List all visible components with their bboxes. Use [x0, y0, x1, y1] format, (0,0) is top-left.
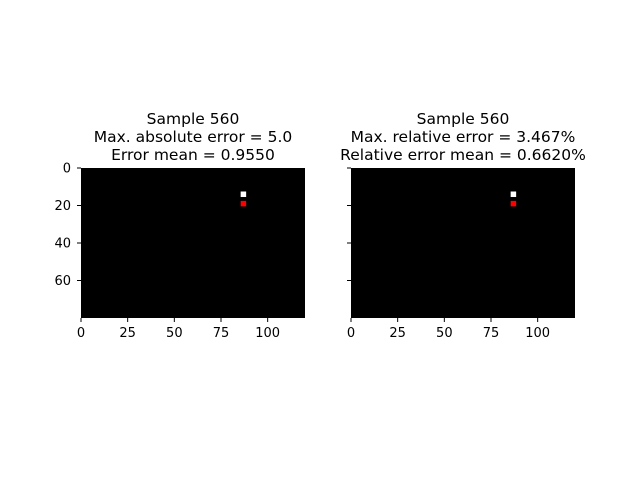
left-y-tick-label-3: 60 — [54, 274, 71, 289]
left-x-tick-label-3: 75 — [213, 326, 230, 341]
left-title-line-1: Sample 560 — [147, 110, 240, 128]
right-x-tick-label-2: 50 — [436, 326, 453, 341]
right-marker-0 — [510, 191, 517, 197]
left-image-area — [81, 168, 305, 318]
right-marker-1 — [510, 200, 517, 207]
right-x-tick-label-3: 75 — [483, 326, 500, 341]
right-x-tick-label-1: 25 — [389, 326, 406, 341]
right-x-tick-label-4: 100 — [525, 326, 550, 341]
right-title-line-3: Relative error mean = 0.6620% — [340, 146, 586, 164]
left-y-tick-label-0: 0 — [63, 162, 71, 177]
right-title-line-1: Sample 560 — [417, 110, 510, 128]
right-image-area — [351, 168, 575, 318]
left-marker-0 — [240, 191, 247, 197]
right-x-tick-label-0: 0 — [347, 326, 355, 341]
left-x-tick-label-0: 0 — [77, 326, 85, 341]
left-y-tick-label-1: 20 — [54, 199, 71, 214]
left-panel: Sample 560 Max. absolute error = 5.0 Err… — [54, 110, 305, 341]
right-panel: Sample 560 Max. relative error = 3.467% … — [340, 110, 586, 341]
left-x-tick-label-2: 50 — [166, 326, 183, 341]
left-y-tick-label-2: 40 — [54, 237, 71, 252]
left-marker-1 — [240, 200, 247, 207]
left-x-tick-label-1: 25 — [119, 326, 136, 341]
right-title-line-2: Max. relative error = 3.467% — [351, 128, 576, 146]
left-x-tick-label-4: 100 — [255, 326, 280, 341]
left-title-line-2: Max. absolute error = 5.0 — [94, 128, 292, 146]
left-title-line-3: Error mean = 0.9550 — [111, 146, 275, 164]
